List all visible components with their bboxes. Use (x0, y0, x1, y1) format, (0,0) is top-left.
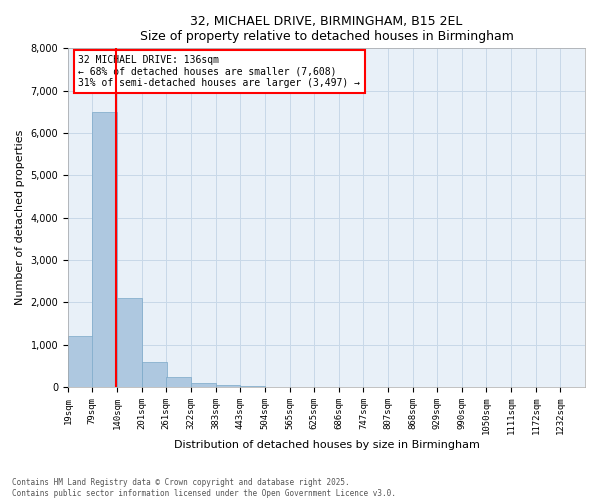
Bar (191, 383, 216, 387)
Title: 32, MICHAEL DRIVE, BIRMINGHAM, B15 2EL
Size of property relative to detached hou: 32, MICHAEL DRIVE, BIRMINGHAM, B15 2EL S… (140, 15, 514, 43)
Bar (117, 298, 142, 387)
Text: 32 MICHAEL DRIVE: 136sqm
← 68% of detached houses are smaller (7,608)
31% of sem: 32 MICHAEL DRIVE: 136sqm ← 68% of detach… (79, 55, 361, 88)
Bar (216, 384, 241, 387)
Bar (142, 362, 167, 387)
Bar (166, 376, 191, 387)
Bar (68, 336, 93, 387)
Bar (92, 112, 117, 387)
Text: Contains HM Land Registry data © Crown copyright and database right 2025.
Contai: Contains HM Land Registry data © Crown c… (12, 478, 396, 498)
X-axis label: Distribution of detached houses by size in Birmingham: Distribution of detached houses by size … (173, 440, 479, 450)
Bar (240, 386, 265, 387)
Y-axis label: Number of detached properties: Number of detached properties (15, 130, 25, 306)
